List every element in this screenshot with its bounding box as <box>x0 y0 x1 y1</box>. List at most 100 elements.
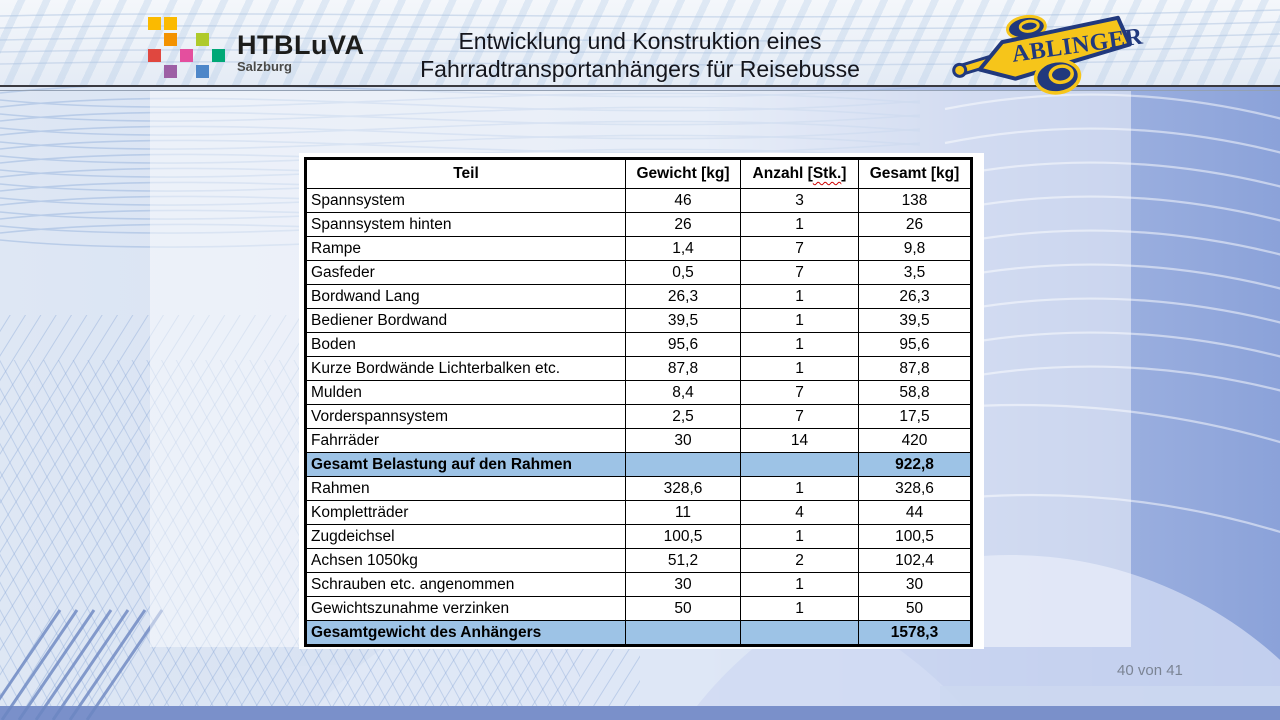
cell-gesamt: 30 <box>858 572 972 597</box>
cell-gewicht: 26,3 <box>625 284 741 309</box>
bg-bottom-strip <box>0 706 1280 720</box>
cell-anzahl: 1 <box>740 476 859 501</box>
cell-anzahl: 1 <box>740 356 859 381</box>
anzahl-prefix: Anzahl [ <box>752 165 813 182</box>
cell-anzahl: 7 <box>740 380 859 405</box>
table-row: Spannsystem hinten 26 1 26 <box>305 212 972 237</box>
cell-anzahl: 7 <box>740 260 859 285</box>
cell-gesamt: 922,8 <box>858 452 972 477</box>
table-row: Rahmen 328,6 1 328,6 <box>305 476 972 501</box>
cell-anzahl: 1 <box>740 332 859 357</box>
cell-teil: Boden <box>305 332 626 357</box>
cell-anzahl: 1 <box>740 212 859 237</box>
slide-title: Entwicklung und Konstruktion eines Fahrr… <box>420 27 860 83</box>
cell-teil: Bordwand Lang <box>305 284 626 309</box>
trailer-top-wheel-icon <box>1018 19 1040 33</box>
cell-gesamt: 102,4 <box>858 548 972 573</box>
weights-table: Teil Gewicht [kg] Anzahl [Stk.] Gesamt [… <box>304 157 973 647</box>
table-row: Vorderspannsystem 2,5 7 17,5 <box>305 404 972 429</box>
cell-anzahl: 1 <box>740 284 859 309</box>
table-row: Bediener Bordwand 39,5 1 39,5 <box>305 308 972 333</box>
table-row: Boden 95,6 1 95,6 <box>305 332 972 357</box>
column-header-gewicht: Gewicht [kg] <box>625 158 741 189</box>
anzahl-suffix: ] <box>841 165 847 182</box>
cell-gesamt: 17,5 <box>858 404 972 429</box>
cell-gesamt: 44 <box>858 500 972 525</box>
cell-gesamt: 1578,3 <box>858 620 972 646</box>
table-row: Kompletträder 11 4 44 <box>305 500 972 525</box>
page-indicator: 40 von 41 <box>1117 662 1183 679</box>
cell-anzahl: 1 <box>740 524 859 549</box>
cell-gesamt: 9,8 <box>858 236 972 261</box>
cell-teil: Schrauben etc. angenommen <box>305 572 626 597</box>
cell-gewicht: 39,5 <box>625 308 741 333</box>
cell-anzahl: 1 <box>740 596 859 621</box>
cell-gewicht: 30 <box>625 428 741 453</box>
logo-square <box>148 49 161 62</box>
table-row: Achsen 1050kg 51,2 2 102,4 <box>305 548 972 573</box>
table-row: Gewichtszunahme verzinken 50 1 50 <box>305 596 972 621</box>
htbluva-logo: HTBLuVA Salzburg <box>148 17 364 78</box>
cell-gewicht <box>625 452 741 477</box>
cell-anzahl: 7 <box>740 236 859 261</box>
cell-gewicht: 2,5 <box>625 404 741 429</box>
cell-gesamt: 26,3 <box>858 284 972 309</box>
cell-gesamt: 95,6 <box>858 332 972 357</box>
cell-anzahl: 3 <box>740 188 859 213</box>
cell-teil: Gewichtszunahme verzinken <box>305 596 626 621</box>
cell-teil: Bediener Bordwand <box>305 308 626 333</box>
table-row: Rampe 1,4 7 9,8 <box>305 236 972 261</box>
cell-gesamt: 3,5 <box>858 260 972 285</box>
table-row: Kurze Bordwände Lichterbalken etc. 87,8 … <box>305 356 972 381</box>
bg-pinstripes <box>0 609 164 720</box>
cell-gesamt: 58,8 <box>858 380 972 405</box>
table-header-row: Teil Gewicht [kg] Anzahl [Stk.] Gesamt [… <box>305 158 972 189</box>
title-line-1: Entwicklung und Konstruktion eines <box>458 28 822 54</box>
cell-teil: Rampe <box>305 236 626 261</box>
cell-teil: Kompletträder <box>305 500 626 525</box>
trailer-wheel-icon <box>1048 64 1074 85</box>
htbluva-name: HTBLuVA <box>237 30 365 60</box>
cell-teil: Mulden <box>305 380 626 405</box>
cell-anzahl <box>740 452 859 477</box>
table-row: Mulden 8,4 7 58,8 <box>305 380 972 405</box>
weights-table-body: Spannsystem 46 3 138 Spannsystem hinten … <box>305 188 972 646</box>
logo-square <box>196 65 209 78</box>
logo-square <box>212 49 225 62</box>
cell-gesamt: 100,5 <box>858 524 972 549</box>
cell-anzahl: 4 <box>740 500 859 525</box>
htbluva-logo-text: HTBLuVA Salzburg <box>237 31 364 74</box>
table-row: Spannsystem 46 3 138 <box>305 188 972 213</box>
cell-teil: Gesamt Belastung auf den Rahmen <box>305 452 626 477</box>
cell-gewicht: 1,4 <box>625 236 741 261</box>
cell-gewicht: 87,8 <box>625 356 741 381</box>
logo-square <box>164 33 177 46</box>
ablinger-logo: ABLINGER <box>952 14 1145 95</box>
htbluva-subtitle: Salzburg <box>237 59 292 74</box>
table-row: Fahrräder 30 14 420 <box>305 428 972 453</box>
cell-anzahl: 1 <box>740 308 859 333</box>
column-header-anzahl: Anzahl [Stk.] <box>740 158 859 189</box>
table-row: Bordwand Lang 26,3 1 26,3 <box>305 284 972 309</box>
htbluva-logo-squares <box>148 17 225 78</box>
logo-square <box>148 17 161 30</box>
header-divider <box>0 90 1280 91</box>
trailer-coupler-icon <box>952 62 968 78</box>
cell-teil: Spannsystem hinten <box>305 212 626 237</box>
column-header-gesamt: Gesamt [kg] <box>858 158 972 189</box>
cell-teil: Spannsystem <box>305 188 626 213</box>
table-row: Gasfeder 0,5 7 3,5 <box>305 260 972 285</box>
cell-anzahl <box>740 620 859 646</box>
cell-anzahl: 7 <box>740 404 859 429</box>
cell-gewicht: 51,2 <box>625 548 741 573</box>
cell-gewicht: 50 <box>625 596 741 621</box>
table-row: Gesamtgewicht des Anhängers 1578,3 <box>305 620 972 646</box>
title-line-2: Fahrradtransportanhängers für Reisebusse <box>420 56 860 82</box>
cell-gewicht: 100,5 <box>625 524 741 549</box>
cell-gesamt: 87,8 <box>858 356 972 381</box>
logo-square <box>164 17 177 30</box>
cell-gewicht: 328,6 <box>625 476 741 501</box>
cell-teil: Achsen 1050kg <box>305 548 626 573</box>
cell-anzahl: 14 <box>740 428 859 453</box>
